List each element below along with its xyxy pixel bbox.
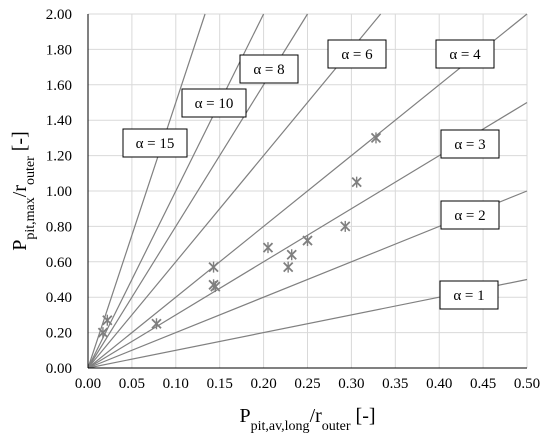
annotation-box: [181, 88, 247, 118]
annotation-label: α = 4: [449, 47, 481, 63]
data-points: [97, 132, 382, 339]
annotation-box: [327, 39, 387, 69]
x-tick-label: 0.10: [163, 376, 189, 392]
y-tick-label: 2.00: [46, 7, 72, 23]
x-tick-label: 0.45: [470, 376, 496, 392]
data-point: [351, 176, 362, 188]
y-tick-label: 1.80: [46, 42, 72, 58]
annotation-alpha-4: α = 4: [435, 39, 495, 69]
y-tick-label: 0.00: [46, 361, 72, 377]
data-point: [210, 281, 221, 293]
annotation-box: [435, 39, 495, 69]
annotation-label: α = 3: [454, 137, 485, 153]
y-tick-label: 0.60: [46, 255, 72, 271]
annotation-label: α = 15: [136, 136, 175, 152]
axes: [87, 14, 527, 369]
annotation-alpha-10: α = 10: [181, 88, 247, 118]
y-axis-label: Ppit,max/router [-]: [9, 131, 38, 250]
reference-line-alpha-10: [87, 13, 265, 369]
y-tick-label: 1.20: [46, 149, 72, 165]
y-tick-label: 1.00: [46, 184, 72, 200]
y-tick-label: 1.40: [46, 113, 72, 129]
x-tick-label: 0.50: [514, 376, 540, 392]
x-tick-label: 0.30: [338, 376, 364, 392]
annotation-alpha-15: α = 15: [122, 128, 188, 158]
x-tick-label: 0.05: [119, 376, 145, 392]
annotation-label: α = 1: [453, 288, 484, 304]
reference-line-alpha-4: [87, 13, 528, 369]
data-point: [370, 132, 382, 144]
x-tick-label: 0.20: [250, 376, 276, 392]
annotation-alpha-8: α = 8: [239, 54, 299, 84]
annotation-alpha-3: α = 3: [440, 129, 500, 159]
annotation-alpha-1: α = 1: [439, 280, 499, 310]
y-tick-label: 0.40: [46, 290, 72, 306]
annotation-box: [439, 280, 499, 310]
annotation-label: α = 8: [253, 62, 284, 78]
data-point: [151, 318, 162, 330]
annotation-box: [440, 129, 500, 159]
x-tick-label: 0.25: [294, 376, 320, 392]
annotation-alpha-6: α = 6: [327, 39, 387, 69]
annotation-box: [239, 54, 299, 84]
annotation-label: α = 10: [195, 96, 234, 112]
y-tick-label: 1.60: [46, 78, 72, 94]
x-tick-label: 0.15: [207, 376, 233, 392]
y-tick-label: 0.20: [46, 326, 72, 342]
axis-labels: Ppit,av,long/router [-] Ppit,max/router […: [9, 131, 376, 433]
data-point: [283, 261, 294, 273]
annotation-alpha-2: α = 2: [440, 200, 500, 230]
reference-line-alpha-6: [87, 13, 382, 369]
annotation-label: α = 2: [454, 208, 485, 224]
x-tick-label: 0.35: [382, 376, 408, 392]
reference-line-alpha-15: [87, 13, 206, 369]
data-point: [97, 327, 109, 339]
data-point: [302, 235, 313, 247]
tick-labels: 0.00 0.05 0.10 0.15 0.20 0.25 0.30 0.35 0.40 0.45…: [46, 7, 540, 392]
line-annotations: α = 1 α = 2 α = 3 α = 4 α = 6 α = 8 α = 10 α = …: [122, 39, 500, 310]
annotation-label: α = 6: [341, 47, 373, 63]
data-point: [340, 220, 351, 232]
x-tick-label: 0.00: [75, 376, 101, 392]
annotation-box: [122, 128, 188, 158]
annotation-box: [440, 200, 500, 230]
data-point: [262, 242, 274, 254]
data-point: [102, 314, 113, 326]
y-tick-label: 0.80: [46, 219, 72, 235]
x-tick-label: 0.40: [426, 376, 452, 392]
data-point: [208, 261, 219, 273]
data-point: [286, 249, 297, 261]
x-axis-label: Ppit,av,long/router [-]: [239, 405, 375, 434]
